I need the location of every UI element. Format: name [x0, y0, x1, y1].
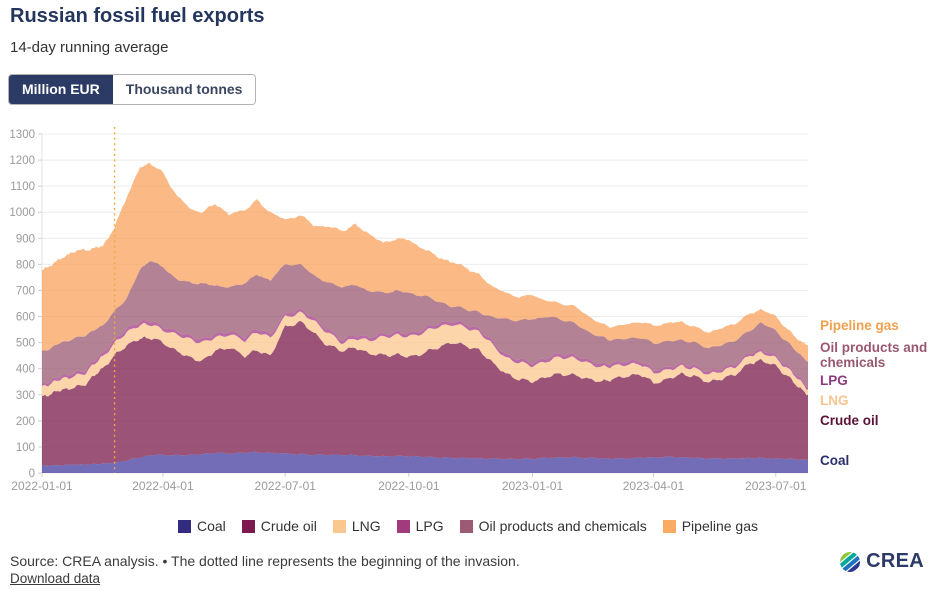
- legend-item-oil-products-and-chemicals: Oil products and chemicals: [459, 518, 647, 534]
- chart-subtitle: 14-day running average: [10, 39, 169, 56]
- y-tick-label: 1100: [10, 181, 35, 193]
- download-data-link[interactable]: Download data: [10, 571, 101, 586]
- legend-item-pipeline-gas: Pipeline gas: [662, 518, 758, 534]
- series-label-lpg: LPG: [820, 373, 848, 388]
- legend-item-crude-oil: Crude oil: [241, 518, 317, 534]
- y-tick-label: 600: [16, 312, 35, 324]
- y-tick-label: 0: [29, 468, 35, 480]
- legend-item-coal: Coal: [178, 518, 226, 534]
- legend-label: LPG: [415, 518, 444, 534]
- x-tick-label: 2022-04-01: [132, 479, 194, 493]
- legend-label: Oil products and chemicals: [478, 518, 647, 534]
- legend-label: Coal: [197, 518, 226, 534]
- chart-legend: Coal Crude oil LNG LPG Oil products and chem…: [0, 518, 936, 534]
- area-oil-products-and-chemicals: [42, 261, 808, 387]
- area-coal: [42, 451, 808, 473]
- x-tick-label: 2023-04-01: [623, 479, 685, 493]
- area-crude-oil: [42, 320, 808, 466]
- y-tick-label: 1200: [9, 155, 35, 167]
- legend-swatch-coal: [178, 519, 191, 533]
- page-title: Russian fossil fuel exports: [10, 5, 265, 27]
- tab-thousand-tonnes[interactable]: Thousand tonnes: [112, 75, 256, 104]
- legend-item-lpg: LPG: [396, 518, 444, 534]
- legend-swatch-lpg: [396, 519, 410, 533]
- series-label-pipeline-gas: Pipeline gas: [820, 318, 899, 333]
- source-note: Source: CREA analysis. • The dotted line…: [10, 553, 520, 569]
- unit-toggle: Million EUR Thousand tonnes: [8, 74, 257, 105]
- x-tick-label: 2023-01-01: [502, 479, 564, 493]
- series-label-crude-oil: Crude oil: [820, 413, 879, 428]
- y-tick-label: 1300: [9, 129, 35, 141]
- y-tick-label: 200: [16, 416, 35, 428]
- y-tick-label: 1000: [9, 207, 35, 219]
- x-tick-label: 2022-10-01: [378, 479, 440, 493]
- y-tick-label: 800: [16, 259, 35, 271]
- y-tick-label: 500: [16, 338, 35, 350]
- series-label-coal: Coal: [820, 453, 850, 468]
- legend-swatch-crude-oil: [241, 519, 255, 533]
- y-tick-label: 400: [16, 364, 35, 376]
- y-tick-label: 900: [16, 233, 35, 245]
- x-tick-label: 2022-01-01: [11, 479, 73, 493]
- x-tick-label: 2022-07-01: [255, 479, 317, 493]
- y-tick-label: 300: [16, 390, 35, 402]
- series-label-lng: LNG: [820, 393, 849, 408]
- legend-label: Crude oil: [260, 518, 317, 534]
- tab-million-eur[interactable]: Million EUR: [9, 75, 113, 104]
- crea-logo-text: CREA: [866, 550, 924, 572]
- y-tick-label: 100: [16, 442, 35, 454]
- area-pipeline-gas: [42, 162, 808, 362]
- legend-label: LNG: [351, 518, 381, 534]
- series-label-oil-products-and-chemicals: Oil products and chemicals: [820, 340, 928, 371]
- legend-swatch-oil-products-and-chemicals: [459, 519, 473, 533]
- y-tick-label: 700: [16, 285, 35, 297]
- crea-logo-icon: [839, 550, 862, 573]
- x-tick-label: 2023-07-01: [745, 479, 807, 493]
- legend-label: Pipeline gas: [681, 518, 758, 534]
- legend-item-lng: LNG: [332, 518, 381, 534]
- legend-swatch-pipeline-gas: [662, 519, 676, 533]
- area-lng: [42, 311, 808, 397]
- legend-swatch-lng: [332, 519, 346, 533]
- crea-logo: CREA: [839, 550, 924, 573]
